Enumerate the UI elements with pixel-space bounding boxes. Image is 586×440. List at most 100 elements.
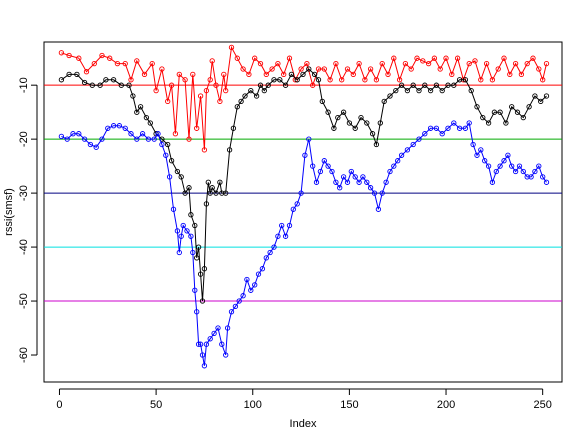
series-0-point-3 <box>83 69 90 75</box>
series-2-point-26 <box>184 228 190 234</box>
series-0-point-48 <box>321 66 327 72</box>
series-2-point-115 <box>532 168 538 175</box>
series-0-point-13 <box>153 87 159 94</box>
series-0-point-51 <box>339 77 345 83</box>
series-2-point-67 <box>325 163 331 169</box>
series-1-point-92 <box>514 109 521 115</box>
series-0-point-67 <box>431 55 438 61</box>
series-2-point-8 <box>105 125 111 131</box>
x-tick-label-2: 100 <box>244 399 262 411</box>
series-0-point-77 <box>489 77 496 83</box>
series-0-point-14 <box>159 66 165 72</box>
series-2-point-76 <box>360 174 366 180</box>
series-2-point-79 <box>371 190 378 196</box>
series-0-point-7 <box>114 60 121 67</box>
series-2-point-66 <box>321 158 327 164</box>
series-0-point-25 <box>203 87 210 94</box>
series-1-point-70 <box>387 93 393 99</box>
series-2-point-39 <box>219 341 225 347</box>
series-0-point-19 <box>182 77 188 83</box>
series-2-point-24 <box>178 233 184 239</box>
series-2-point-55 <box>279 222 285 229</box>
series-1-point-43 <box>248 87 254 94</box>
series-2-point-35 <box>203 341 210 347</box>
series-1-point-87 <box>485 120 492 126</box>
y-tick-label-4: -50 <box>18 293 30 309</box>
series-2-point-68 <box>329 168 335 175</box>
series-0-point-26 <box>207 77 213 83</box>
series-2-point-41 <box>224 325 231 331</box>
series-line-1 <box>61 68 547 302</box>
series-0-point-10 <box>134 58 140 64</box>
series-2-point-18 <box>159 141 165 148</box>
series-1-point-12 <box>137 104 144 110</box>
series-1-point-35 <box>217 179 223 185</box>
series-2-point-112 <box>520 168 526 175</box>
series-1-point-71 <box>393 87 399 94</box>
series-1-point-6 <box>103 77 109 83</box>
series-1-point-73 <box>404 87 411 94</box>
series-0-point-42 <box>286 55 293 61</box>
x-axis: 0 50 100 150 200 250 <box>56 388 552 411</box>
series-2-point-57 <box>286 222 293 229</box>
series-0-point-64 <box>414 55 420 61</box>
series-1-point-94 <box>526 104 532 110</box>
series-1-point-91 <box>509 104 515 110</box>
series-0-point-65 <box>420 58 426 64</box>
series-line-2 <box>61 121 547 366</box>
series-0-point-76 <box>483 60 490 67</box>
y-tick-label-5: -60 <box>18 347 30 363</box>
series-2-point-98 <box>466 120 472 126</box>
series-1-point-19 <box>174 168 181 175</box>
x-axis-title: Index <box>290 418 317 430</box>
series-0-point-0 <box>58 50 65 56</box>
series-2-point-53 <box>271 244 277 250</box>
series-1-point-66 <box>369 131 376 137</box>
series-2-point-44 <box>236 298 242 304</box>
series-1-point-4 <box>89 82 95 88</box>
series-2 <box>58 120 550 369</box>
series-1-point-25 <box>194 255 200 261</box>
series-0-point-50 <box>333 60 339 67</box>
series-2-point-90 <box>422 131 428 137</box>
series-0-point-85 <box>536 66 542 72</box>
series-0-point-73 <box>466 60 472 67</box>
series-1-point-69 <box>381 98 387 105</box>
series-2-point-106 <box>497 163 503 169</box>
series-2-point-31 <box>195 341 202 347</box>
series-0-point-63 <box>408 66 414 72</box>
x-tick-label-0: 0 <box>56 399 62 411</box>
series-0-point-23 <box>197 93 204 99</box>
series-0-point-57 <box>373 77 380 83</box>
series-0-point-49 <box>327 77 333 83</box>
series-1-point-90 <box>503 120 509 126</box>
series-2-point-73 <box>348 168 354 175</box>
series-2-point-65 <box>317 168 324 175</box>
series-2-point-33 <box>199 352 206 358</box>
series-0-point-34 <box>240 66 246 72</box>
series-layer <box>58 44 550 369</box>
series-0-point-18 <box>176 71 182 78</box>
plot-frame <box>43 41 563 383</box>
series-0-point-41 <box>281 71 287 78</box>
series-2-point-47 <box>248 287 254 293</box>
series-0-point-59 <box>385 71 391 78</box>
series-1-point-76 <box>422 82 428 88</box>
series-2-point-86 <box>398 152 405 158</box>
series-1-point-17 <box>165 141 171 148</box>
series-2-point-1 <box>64 136 70 142</box>
series-0 <box>58 44 550 153</box>
series-2-point-113 <box>524 174 530 180</box>
x-tick-label-3: 150 <box>340 399 358 411</box>
series-0-point-87 <box>543 60 550 67</box>
series-1-point-27 <box>197 271 204 277</box>
series-2-point-100 <box>474 152 480 158</box>
series-0-point-21 <box>190 71 196 78</box>
series-1-point-72 <box>398 82 405 88</box>
series-1-point-30 <box>203 201 210 207</box>
series-2-point-69 <box>333 179 339 185</box>
series-0-point-1 <box>66 52 72 59</box>
series-0-point-29 <box>217 98 223 105</box>
y-axis-title: rssi(smsf) <box>3 188 15 236</box>
series-1-point-88 <box>491 109 498 115</box>
